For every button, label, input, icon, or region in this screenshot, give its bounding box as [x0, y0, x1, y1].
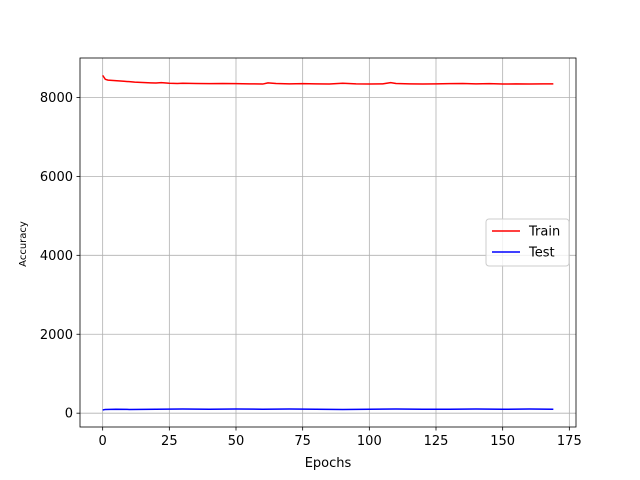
y-tick-label: 8000	[40, 91, 73, 106]
series-lines	[102, 74, 554, 411]
axes-frame	[79, 57, 577, 428]
x-tick-label: 75	[294, 434, 311, 449]
x-tick-label: 0	[99, 434, 107, 449]
y-tick-label: 2000	[40, 328, 73, 343]
x-axis-ticks: 0 25 50 75 100 125 150 175	[99, 427, 582, 449]
y-tick-label: 0	[65, 407, 73, 422]
x-tick-label: 100	[357, 434, 382, 449]
x-tick-label: 125	[424, 434, 449, 449]
series-line-test	[102, 408, 554, 411]
x-tick-label: 50	[228, 434, 245, 449]
x-tick-label: 175	[557, 434, 582, 449]
y-axis-ticks: 0 2000 4000 6000 8000	[40, 91, 80, 422]
y-tick-label: 6000	[40, 170, 73, 185]
legend-label-train: Train	[528, 225, 560, 240]
x-tick-label: 150	[490, 434, 515, 449]
y-tick-label: 4000	[40, 249, 73, 264]
series-line-train	[102, 74, 554, 85]
plot-area-frame	[79, 57, 577, 428]
legend: Train Test	[485, 218, 570, 267]
legend-label-test: Test	[528, 246, 555, 261]
x-axis-label: Epochs	[305, 456, 352, 471]
x-tick-label: 25	[161, 434, 178, 449]
y-axis-label: Accuracy	[18, 221, 29, 267]
